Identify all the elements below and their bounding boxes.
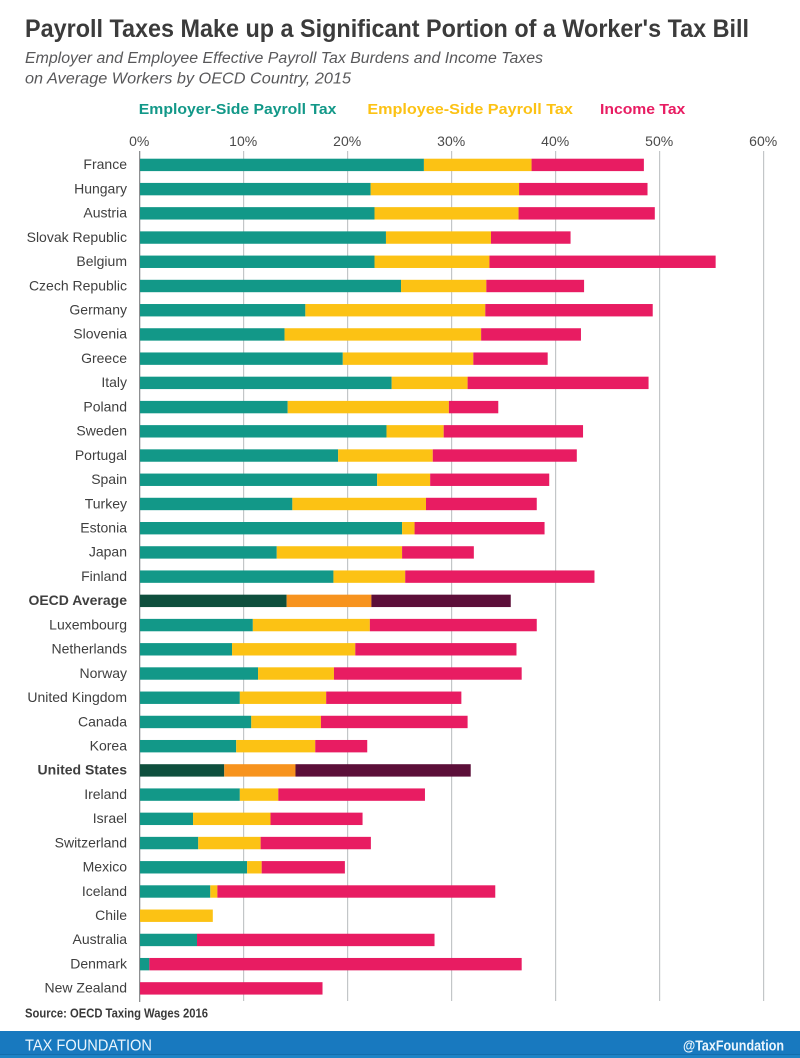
svg-text:Hungary: Hungary: [74, 180, 127, 196]
svg-text:New Zealand: New Zealand: [45, 980, 128, 996]
svg-text:United Kingdom: United Kingdom: [27, 689, 127, 705]
svg-text:Source: OECD Taxing Wages 2016: Source: OECD Taxing Wages 2016: [25, 1007, 208, 1021]
svg-text:OECD Average: OECD Average: [28, 592, 127, 608]
svg-text:@TaxFoundation: @TaxFoundation: [683, 1038, 784, 1055]
svg-text:Employer-Side Payroll Tax: Employer-Side Payroll Tax: [139, 102, 337, 118]
svg-text:Austria: Austria: [83, 205, 127, 221]
svg-text:Spain: Spain: [91, 471, 127, 487]
svg-text:Slovak Republic: Slovak Republic: [27, 229, 127, 245]
svg-text:Canada: Canada: [78, 713, 127, 729]
svg-text:Finland: Finland: [81, 568, 127, 584]
svg-text:10%: 10%: [229, 133, 257, 149]
svg-text:Slovenia: Slovenia: [73, 326, 127, 342]
svg-text:Greece: Greece: [81, 350, 127, 366]
svg-text:Japan: Japan: [89, 544, 127, 560]
svg-text:Luxembourg: Luxembourg: [49, 616, 127, 632]
svg-text:Germany: Germany: [69, 302, 127, 318]
svg-text:Italy: Italy: [101, 374, 127, 390]
svg-text:Iceland: Iceland: [82, 883, 127, 899]
svg-text:0%: 0%: [129, 133, 149, 149]
svg-text:Chile: Chile: [95, 907, 127, 923]
svg-text:Turkey: Turkey: [85, 495, 127, 511]
svg-text:Belgium: Belgium: [76, 253, 127, 269]
svg-text:Sweden: Sweden: [76, 423, 127, 439]
svg-text:United States: United States: [38, 762, 128, 778]
svg-text:on Average Workers by OECD Cou: on Average Workers by OECD Country, 2015: [25, 70, 351, 87]
svg-text:Estonia: Estonia: [80, 520, 127, 536]
svg-text:Employee-Side Payroll Tax: Employee-Side Payroll Tax: [367, 102, 573, 118]
svg-text:France: France: [83, 156, 127, 172]
svg-text:TAX FOUNDATION: TAX FOUNDATION: [25, 1038, 152, 1055]
svg-text:30%: 30%: [437, 133, 465, 149]
svg-text:40%: 40%: [541, 133, 569, 149]
svg-text:Denmark: Denmark: [70, 955, 128, 971]
svg-text:Australia: Australia: [73, 931, 128, 947]
svg-text:Portugal: Portugal: [75, 447, 127, 463]
svg-text:20%: 20%: [333, 133, 361, 149]
svg-text:Mexico: Mexico: [83, 859, 128, 875]
svg-text:Israel: Israel: [93, 810, 127, 826]
svg-text:Czech Republic: Czech Republic: [29, 277, 127, 293]
svg-text:Korea: Korea: [90, 737, 128, 753]
svg-text:Payroll Taxes Make up a Signif: Payroll Taxes Make up a Significant Port…: [25, 15, 749, 43]
svg-text:50%: 50%: [645, 133, 673, 149]
svg-text:Income Tax: Income Tax: [600, 102, 685, 118]
svg-text:Ireland: Ireland: [84, 786, 127, 802]
svg-text:Norway: Norway: [80, 665, 127, 681]
svg-text:Poland: Poland: [83, 398, 127, 414]
svg-text:Employer and Employee Effectiv: Employer and Employee Effective Payroll …: [25, 50, 543, 67]
svg-text:60%: 60%: [749, 133, 777, 149]
svg-text:Netherlands: Netherlands: [52, 641, 128, 657]
svg-text:Switzerland: Switzerland: [55, 834, 127, 850]
